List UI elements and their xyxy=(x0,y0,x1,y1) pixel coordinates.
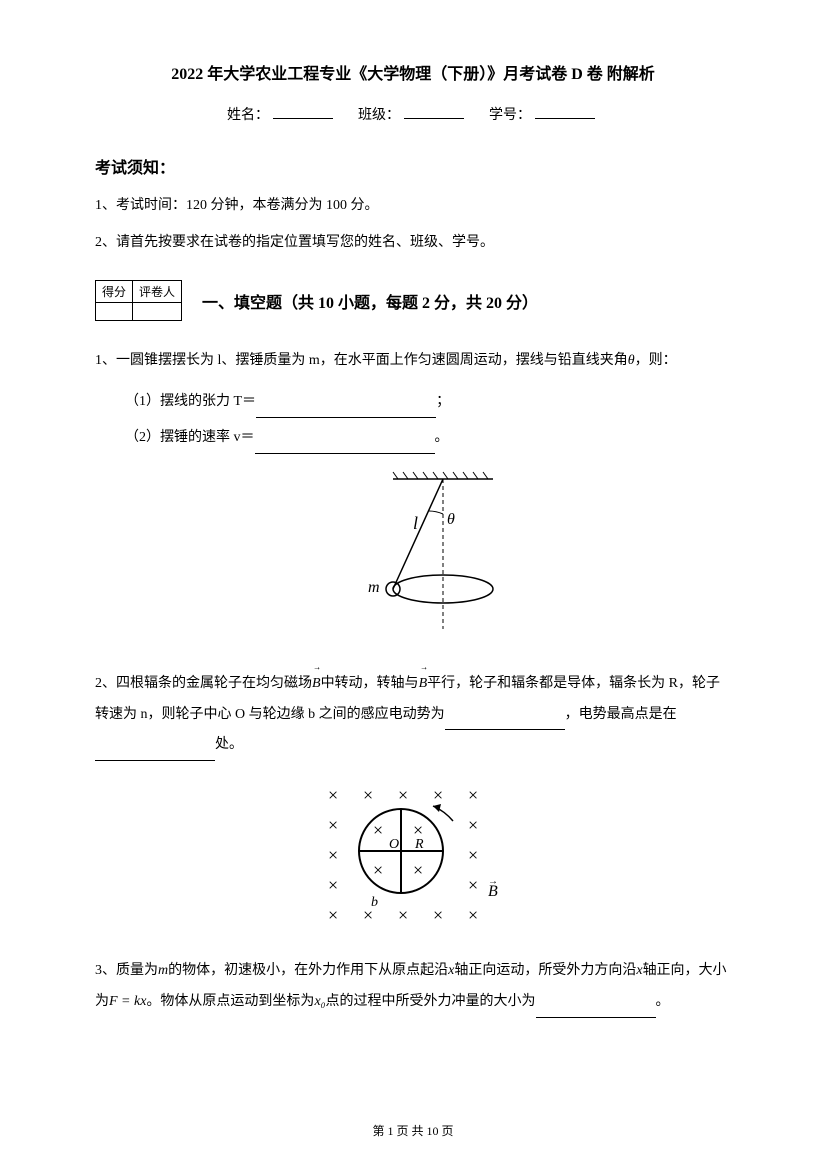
figure-wheel: ××××× ×× ×× ×× ××××× ×× ×× O R b B → xyxy=(95,776,731,931)
q3-x0: x₀ xyxy=(314,994,325,1009)
svg-text:R: R xyxy=(414,837,424,852)
svg-text:m: m xyxy=(368,579,380,596)
q1-sub2-post: 。 xyxy=(435,430,449,445)
notice-item-1: 1、考试时间：120 分钟，本卷满分为 100 分。 xyxy=(95,193,731,218)
svg-text:×: × xyxy=(468,845,478,865)
student-info: 姓名： 班级： 学号： xyxy=(95,104,731,124)
svg-text:×: × xyxy=(468,815,478,835)
q3-text-2: 的物体，初速极小，在外力作用下从原点起沿 xyxy=(168,963,448,978)
id-blank xyxy=(535,118,595,119)
q3-text-1: 3、质量为 xyxy=(95,963,158,978)
q1-sub1-post: ； xyxy=(436,394,450,409)
section-1-title: 一、填空题（共 10 小题，每题 2 分，共 20 分） xyxy=(202,289,538,313)
q2-b-vec-1: B xyxy=(312,669,321,700)
question-2: 2、四根辐条的金属轮子在均匀磁场B中转动，转轴与B平行，轮子和辐条都是导体，辐条… xyxy=(95,669,731,761)
svg-text:×: × xyxy=(433,905,443,925)
notice-item-2: 2、请首先按要求在试卷的指定位置填写您的姓名、班级、学号。 xyxy=(95,230,731,255)
q2-text-1: 2、四根辐条的金属轮子在均匀磁场 xyxy=(95,676,312,691)
svg-text:×: × xyxy=(328,845,338,865)
name-blank xyxy=(273,118,333,119)
q3-text-5: 。物体从原点运动到坐标为 xyxy=(146,994,314,1009)
svg-text:θ: θ xyxy=(447,511,455,528)
name-label: 姓名： xyxy=(227,108,269,123)
svg-text:×: × xyxy=(468,785,478,805)
q3-text-3: 轴正向运动，所受外力方向沿 xyxy=(454,963,636,978)
q2-b-vec-2: B xyxy=(419,669,428,700)
score-table: 得分 评卷人 xyxy=(95,280,182,321)
svg-text:O: O xyxy=(389,837,399,852)
q3-text-6: 点的过程中所受外力冲量的大小为 xyxy=(326,994,536,1009)
score-cell-1 xyxy=(96,303,133,321)
q3-formula: F = kx xyxy=(109,994,146,1009)
svg-text:×: × xyxy=(328,785,338,805)
q2-blank-1 xyxy=(445,729,565,730)
page-footer: 第 1 页 共 10 页 xyxy=(0,1122,826,1139)
q2-text-2: 中转动，转轴与 xyxy=(321,676,419,691)
svg-text:×: × xyxy=(468,905,478,925)
q1-sub1-pre: （1）摆线的张力 T＝ xyxy=(125,394,256,409)
figure-pendulum: l θ m xyxy=(95,469,731,644)
question-3: 3、质量为m的物体，初速极小，在外力作用下从原点起沿x轴正向运动，所受外力方向沿… xyxy=(95,956,731,1018)
q3-text-7: 。 xyxy=(656,994,670,1009)
notice-title: 考试须知： xyxy=(95,154,731,178)
svg-text:×: × xyxy=(328,815,338,835)
exam-title: 2022 年大学农业工程专业《大学物理（下册）》月考试卷 D 卷 附解析 xyxy=(95,60,731,84)
svg-text:×: × xyxy=(373,860,383,880)
svg-text:×: × xyxy=(363,785,373,805)
score-col-1: 得分 xyxy=(96,281,133,303)
svg-text:×: × xyxy=(398,905,408,925)
class-label: 班级： xyxy=(358,108,400,123)
q1-sub1: （1）摆线的张力 T＝ ； xyxy=(95,387,731,418)
q2-text-4: ，电势最高点是在 xyxy=(565,707,677,722)
svg-text:b: b xyxy=(371,895,378,910)
q2-text-5: 处。 xyxy=(215,737,243,752)
svg-text:l: l xyxy=(413,513,418,533)
svg-text:→: → xyxy=(488,876,498,887)
svg-text:×: × xyxy=(373,820,383,840)
svg-text:×: × xyxy=(468,875,478,895)
q2-blank-2 xyxy=(95,760,215,761)
q3-m: m xyxy=(158,963,168,978)
q1-sub1-blank xyxy=(256,417,436,418)
class-blank xyxy=(404,118,464,119)
q1-sub2-blank xyxy=(255,453,435,454)
score-col-2: 评卷人 xyxy=(133,281,182,303)
q1-sub2-pre: （2）摆锤的速率 v＝ xyxy=(125,430,255,445)
q1-sub2: （2）摆锤的速率 v＝ 。 xyxy=(95,423,731,454)
svg-text:×: × xyxy=(398,785,408,805)
svg-text:×: × xyxy=(328,905,338,925)
question-1: 1、一圆锥摆摆长为 l、摆锤质量为 m，在水平面上作匀速圆周运动，摆线与铅直线夹… xyxy=(95,346,731,377)
q1-theta: θ xyxy=(628,353,635,368)
score-cell-2 xyxy=(133,303,182,321)
svg-text:×: × xyxy=(328,875,338,895)
q1-text-post: ，则： xyxy=(635,353,677,368)
q1-text-pre: 1、一圆锥摆摆长为 l、摆锤质量为 m，在水平面上作匀速圆周运动，摆线与铅直线夹… xyxy=(95,353,628,368)
svg-text:×: × xyxy=(433,785,443,805)
section-1-header: 得分 评卷人 一、填空题（共 10 小题，每题 2 分，共 20 分） xyxy=(95,280,731,321)
q3-blank xyxy=(536,1017,656,1018)
id-label: 学号： xyxy=(489,108,531,123)
svg-text:×: × xyxy=(413,860,423,880)
